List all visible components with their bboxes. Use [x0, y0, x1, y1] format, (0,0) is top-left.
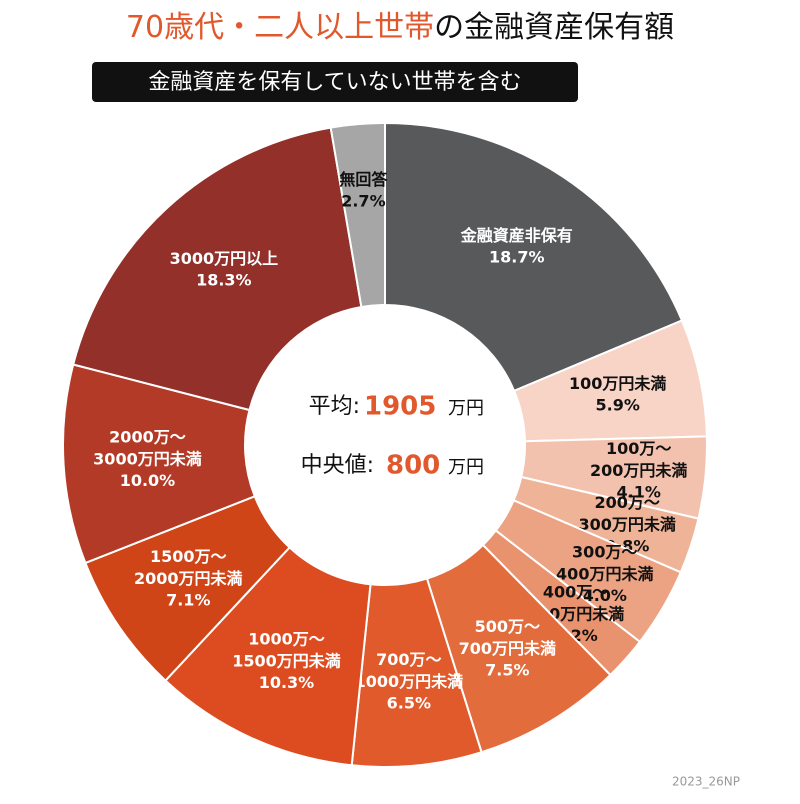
- slice-value: 10.3%: [259, 673, 315, 692]
- slice-label-line: 無回答: [339, 169, 388, 188]
- slice-label-line: 1500万円未満: [232, 651, 341, 670]
- subtitle-box: [92, 62, 578, 102]
- slice-value: 6.5%: [387, 693, 431, 712]
- title-lead: 70歳代・二人以上世帯: [126, 10, 434, 45]
- slice-label-line: 400万円未満: [556, 564, 653, 583]
- slice-label: 100万円未満: [569, 373, 666, 392]
- slice-label-line: 300万〜: [572, 542, 637, 561]
- slice-value: 4.0%: [583, 586, 627, 605]
- slice-label-line: 700万円未満: [459, 639, 556, 658]
- slice-value: 10.0%: [120, 471, 176, 490]
- mean-value: 1905: [364, 392, 436, 422]
- slice: [329, 121, 386, 309]
- chart-title: 70歳代・二人以上世帯の金融資産保有額: [126, 10, 674, 45]
- slice-value: 7.1%: [166, 590, 210, 609]
- slice-value: 18.7%: [489, 247, 545, 266]
- slice-value: 18.3%: [196, 270, 252, 289]
- slice-label: 200万〜 300万円未満: [578, 492, 675, 533]
- slice-label-line: 1500万〜: [150, 546, 227, 565]
- slice-label-line: 1000万円未満: [355, 671, 464, 690]
- slice-label-line: 200万〜: [594, 492, 659, 511]
- slice-label: 500万〜 700万円未満: [459, 617, 556, 658]
- slice-label-line: 300万円未満: [578, 514, 675, 533]
- slice-label: 700万〜 1000万円未満: [355, 649, 464, 690]
- slice-label-line: 2000万円未満: [134, 568, 243, 587]
- slice-label: 1500万〜 2000万円未満: [134, 546, 243, 587]
- median-value: 800: [386, 451, 440, 481]
- slice: [62, 363, 257, 565]
- slice-label-line: 金融資産非保有: [460, 225, 573, 244]
- slice-label-line: 500万〜: [475, 617, 540, 636]
- slice-label-line: 3000万円未満: [93, 449, 202, 468]
- slice-label-line: 700万〜: [376, 649, 441, 668]
- slice-label: 無回答: [339, 169, 388, 188]
- slice-label: 100万〜 200万円未満: [590, 438, 687, 479]
- slice-label-line: 1000万〜: [248, 629, 325, 648]
- slice-label-line: 100万〜: [606, 438, 671, 457]
- median-label: 中央値:: [301, 453, 374, 478]
- slice-label: 金融資産非保有: [460, 225, 573, 244]
- slice-label: 300万〜 400万円未満: [556, 542, 653, 583]
- slice-label-line: 2000万〜: [109, 427, 186, 446]
- slice-label: 1000万〜 1500万円未満: [232, 629, 341, 670]
- slice-label-line: 3000万円以上: [170, 248, 279, 267]
- slice-value: 5.9%: [595, 395, 639, 414]
- source: 2023_26NP: [672, 775, 740, 789]
- slice: [72, 126, 363, 412]
- slice-value: 4.1%: [616, 482, 660, 501]
- title-rest: の金融資産保有額: [434, 10, 674, 45]
- slice-label: 3000万円以上: [170, 248, 279, 267]
- slice-value: 7.5%: [485, 661, 529, 680]
- slice-label-line: 200万円未満: [590, 460, 687, 479]
- mean-label: 平均:: [309, 394, 360, 419]
- slice-label-line: 100万円未満: [569, 373, 666, 392]
- mean-unit: 万円: [448, 398, 484, 419]
- median-unit: 万円: [448, 457, 484, 478]
- slice-label: 2000万〜 3000万円未満: [93, 427, 202, 468]
- slice-label-line: 400万〜: [543, 582, 608, 601]
- slice: [384, 121, 684, 393]
- subtitle: 金融資産を保有していない世帯を含む: [148, 70, 521, 95]
- slice-value: 2.7%: [341, 191, 385, 210]
